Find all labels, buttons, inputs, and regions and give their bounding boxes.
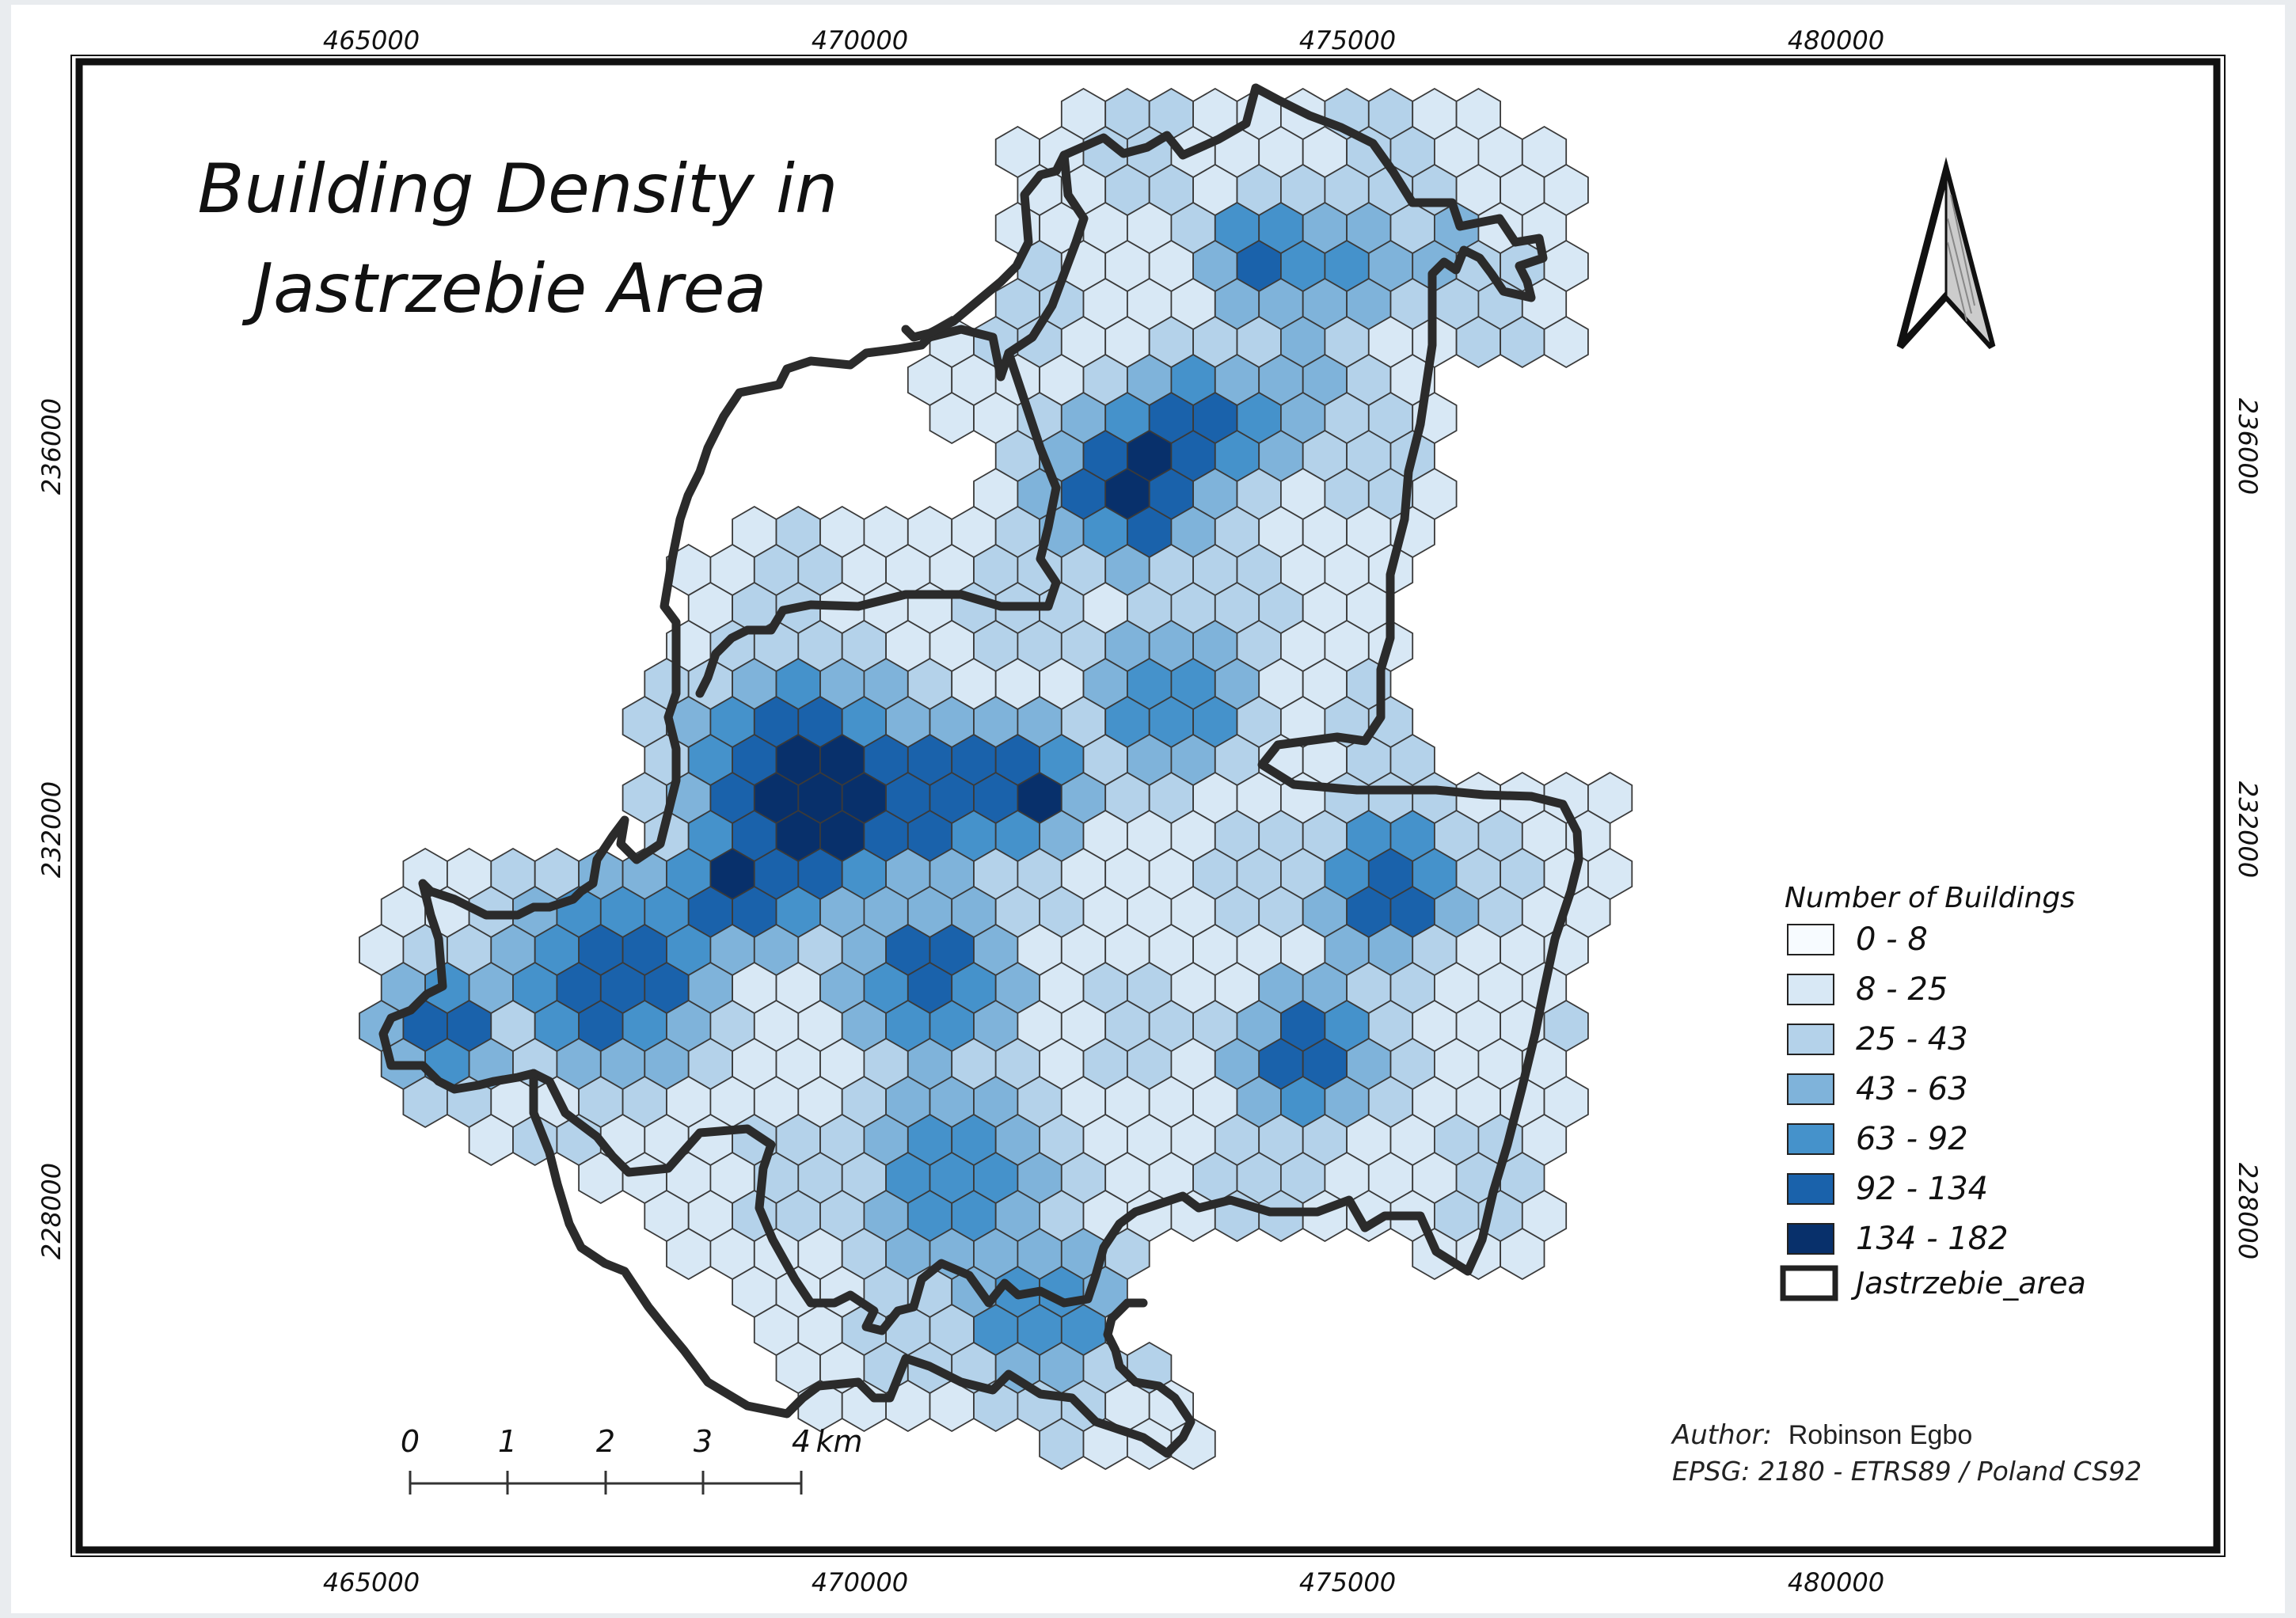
jastrzebie-boundary-nw (695, 150, 1069, 698)
x-tick-bottom: 465000 (323, 1567, 420, 1597)
x-tick-top: 470000 (812, 25, 908, 55)
x-tick-bottom: 475000 (1299, 1567, 1396, 1597)
legend-swatch (1787, 924, 1834, 955)
map-frame (75, 58, 2221, 1554)
legend-swatch (1787, 1073, 1834, 1105)
scale-unit: km (815, 1424, 862, 1459)
author-name: Robinson Egbo (1789, 1420, 1973, 1450)
jastrzebie-boundary-west (378, 150, 1089, 1094)
legend-class-label: 0 - 8 (1856, 921, 1928, 958)
y-tick-right: 236000 (2233, 398, 2263, 495)
legend-class-label: 43 - 63 (1856, 1071, 1968, 1107)
crs-label: EPSG: 2180 - ETRS89 / Poland CS92 (1672, 1456, 2142, 1487)
credits: Author: Robinson Egbo EPSG: 2180 - ETRS8… (1671, 1419, 2142, 1487)
legend-class-label: 63 - 92 (1856, 1121, 1968, 1157)
svg-text:Author: Robinson Egbo: Author: Robinson Egbo (1671, 1419, 1972, 1451)
legend: Number of Buildings 0 - 8 8 - 25 25 - 43 43… (1780, 882, 2086, 1301)
map-title-line2: Jastrzebie Area (241, 249, 767, 329)
legend-class-label: 92 - 134 (1856, 1171, 1988, 1207)
legend-swatch (1787, 1123, 1834, 1155)
x-tick-bottom: 480000 (1788, 1567, 1884, 1597)
map-page: Building Density in Jastrzebie Area 4650… (11, 5, 2285, 1613)
hex-cell (1543, 315, 1589, 369)
scale-label: 2 (596, 1424, 615, 1459)
hex-cell (1500, 1227, 1545, 1281)
legend-classes: 0 - 8 8 - 25 25 - 43 43 - 63 63 - 92 92 - 134… (1787, 921, 2009, 1257)
scale-bar: 0 1 2 3 4 km (401, 1424, 863, 1495)
author-label: Author: (1671, 1419, 1772, 1451)
scale-label: 0 (401, 1424, 420, 1459)
legend-swatch (1787, 974, 1834, 1005)
legend-swatch (1787, 1173, 1834, 1205)
jastrzebie-boundary (529, 83, 1583, 1458)
x-tick-top: 475000 (1299, 25, 1396, 55)
y-tick-left: 232000 (36, 781, 67, 878)
scale-label: 1 (498, 1424, 517, 1459)
y-tick-right: 232000 (2233, 781, 2263, 878)
y-tick-left: 236000 (36, 398, 67, 495)
top-axis: 465000 470000 475000 480000 (323, 25, 1884, 55)
legend-swatch (1787, 1223, 1834, 1255)
legend-boundary-label: Jastrzebie_area (1850, 1266, 2086, 1301)
legend-swatch (1787, 1024, 1834, 1055)
y-tick-right: 228000 (2233, 1163, 2263, 1259)
x-tick-bottom: 470000 (812, 1567, 908, 1597)
legend-boundary-swatch (1780, 1265, 1838, 1301)
x-tick-top: 480000 (1788, 25, 1884, 55)
legend-title: Number of Buildings (1785, 882, 2075, 914)
scale-label: 4 (792, 1424, 811, 1459)
right-axis: 236000 232000 228000 (2233, 398, 2263, 1259)
map-canvas: Building Density in Jastrzebie Area 4650… (36, 25, 2263, 1597)
legend-class-label: 134 - 182 (1856, 1221, 2009, 1257)
map-frame-outer (70, 55, 2226, 1557)
north-arrow-icon (1896, 157, 1996, 350)
scale-label: 3 (694, 1424, 713, 1459)
x-tick-top: 465000 (323, 25, 420, 55)
legend-class-label: 8 - 25 (1856, 971, 1948, 1008)
legend-class-label: 25 - 43 (1856, 1021, 1968, 1058)
y-tick-left: 228000 (36, 1163, 67, 1259)
map-title-line1: Building Density in (198, 150, 838, 229)
left-axis: 236000 232000 228000 (36, 398, 67, 1259)
bottom-axis: 465000 470000 475000 480000 (323, 1567, 1884, 1597)
